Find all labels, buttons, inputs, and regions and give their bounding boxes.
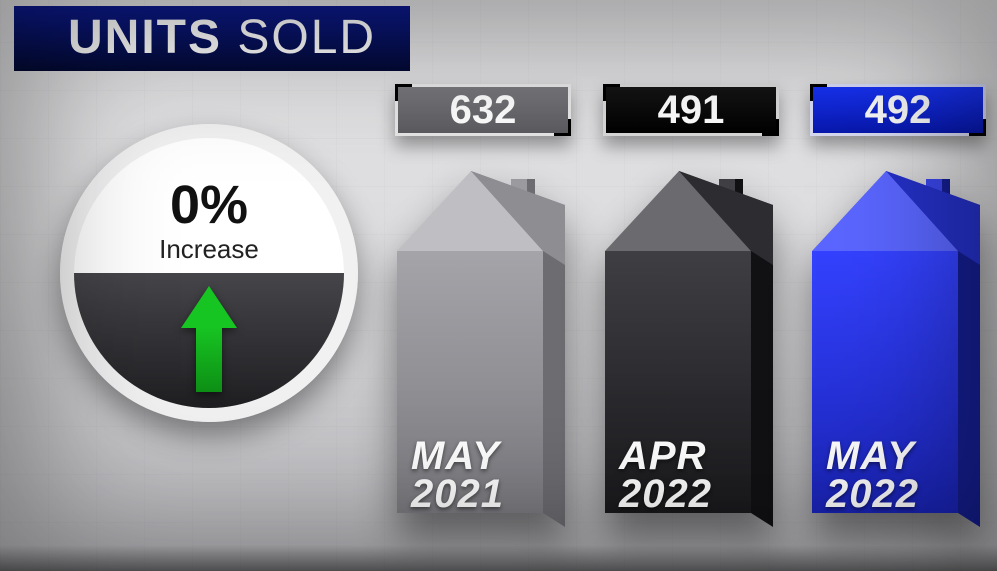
bottom-fade <box>0 545 997 571</box>
value-1: 632 <box>450 88 517 133</box>
house-bar-2: APR 2022 <box>601 161 781 541</box>
house-bar-1: MAY 2021 <box>393 161 573 541</box>
period-1: MAY 2021 <box>411 437 504 513</box>
increase-gauge: 0% Increase <box>60 124 358 422</box>
value-box-3: 492 <box>810 84 986 136</box>
value-box-1: 632 <box>395 84 571 136</box>
value-2: 491 <box>658 88 725 133</box>
title-rest: SOLD <box>222 11 376 64</box>
period-2-line2: 2022 <box>619 472 712 516</box>
gauge-label: Increase <box>159 234 259 265</box>
value-3: 492 <box>865 88 932 133</box>
value-box-2: 491 <box>603 84 779 136</box>
period-3-line2: 2022 <box>826 472 919 516</box>
gauge-bottom <box>74 273 344 408</box>
value-box-1-core: 632 <box>395 84 571 136</box>
arrow-up-icon <box>187 286 231 396</box>
title-bold: UNITS <box>68 11 222 64</box>
title-bar: UNITS SOLD <box>14 6 410 71</box>
house-bar-3: MAY 2022 <box>808 161 988 541</box>
period-1-line2: 2021 <box>411 472 504 516</box>
gauge-inner: 0% Increase <box>74 138 344 408</box>
gauge-percent: 0% <box>170 178 248 232</box>
period-2: APR 2022 <box>619 437 712 513</box>
infographic-stage: UNITS SOLD 0% Increase 632 491 492 <box>0 0 997 571</box>
value-box-3-core: 492 <box>810 84 986 136</box>
period-3: MAY 2022 <box>826 437 919 513</box>
value-box-2-core: 491 <box>603 84 779 136</box>
gauge-top: 0% Increase <box>74 138 344 273</box>
